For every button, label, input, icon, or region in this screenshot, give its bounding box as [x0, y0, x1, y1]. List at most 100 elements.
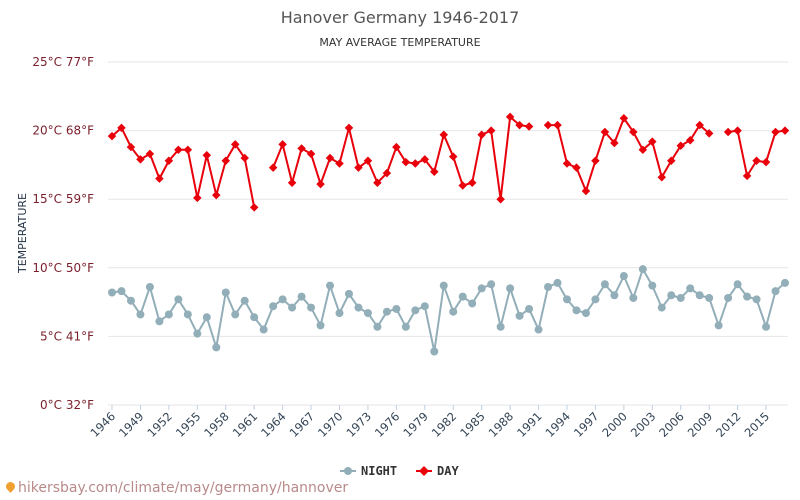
data-point-night[interactable]: [743, 292, 752, 301]
data-point-night[interactable]: [629, 293, 638, 302]
legend[interactable]: NIGHT DAY: [340, 464, 459, 478]
data-point-day[interactable]: [297, 144, 306, 153]
data-point-night[interactable]: [126, 296, 135, 305]
data-point-night[interactable]: [278, 295, 287, 304]
data-point-day[interactable]: [136, 155, 145, 164]
data-point-night[interactable]: [600, 280, 609, 289]
data-point-day[interactable]: [411, 159, 420, 168]
data-point-night[interactable]: [714, 321, 723, 330]
data-point-day[interactable]: [373, 178, 382, 187]
data-point-day[interactable]: [212, 190, 221, 200]
data-point-night[interactable]: [544, 283, 553, 292]
data-point-day[interactable]: [543, 120, 553, 130]
data-point-night[interactable]: [363, 309, 372, 318]
data-point-day[interactable]: [249, 203, 259, 212]
data-point-day[interactable]: [657, 173, 667, 182]
data-point-night[interactable]: [382, 307, 391, 316]
data-point-day[interactable]: [240, 153, 249, 163]
data-point-night[interactable]: [515, 311, 524, 320]
data-point-day[interactable]: [354, 163, 363, 172]
data-point-night[interactable]: [326, 281, 335, 290]
data-point-night[interactable]: [648, 281, 657, 290]
data-point-night[interactable]: [108, 288, 116, 297]
data-point-day[interactable]: [107, 131, 117, 141]
data-point-night[interactable]: [771, 287, 780, 296]
data-point-day[interactable]: [420, 155, 430, 164]
data-point-day[interactable]: [174, 145, 183, 155]
data-point-night[interactable]: [762, 322, 771, 331]
data-point-day[interactable]: [780, 126, 790, 135]
data-point-night[interactable]: [411, 306, 420, 315]
data-point-night[interactable]: [733, 280, 742, 289]
data-point-day[interactable]: [202, 151, 212, 160]
data-point-day[interactable]: [572, 163, 581, 172]
data-point-day[interactable]: [287, 178, 297, 187]
data-point-night[interactable]: [288, 303, 297, 312]
data-point-night[interactable]: [193, 329, 202, 338]
data-point-night[interactable]: [553, 278, 562, 287]
data-point-night[interactable]: [155, 317, 164, 326]
data-point-day[interactable]: [591, 156, 600, 166]
data-point-night[interactable]: [781, 278, 789, 287]
data-point-night[interactable]: [231, 310, 240, 319]
data-point-night[interactable]: [297, 292, 306, 301]
data-point-day[interactable]: [278, 140, 287, 149]
data-point-night[interactable]: [752, 295, 761, 304]
data-point-day[interactable]: [477, 130, 486, 139]
data-point-night[interactable]: [117, 287, 126, 296]
data-point-day[interactable]: [733, 126, 742, 135]
data-point-night[interactable]: [430, 347, 439, 356]
data-point-day[interactable]: [486, 126, 496, 135]
data-point-night[interactable]: [686, 284, 695, 293]
data-point-night[interactable]: [401, 322, 410, 331]
data-point-night[interactable]: [316, 321, 325, 330]
data-point-night[interactable]: [164, 310, 173, 319]
data-point-night[interactable]: [562, 295, 571, 304]
data-point-night[interactable]: [667, 291, 676, 300]
data-point-night[interactable]: [307, 303, 316, 312]
data-point-day[interactable]: [335, 159, 344, 168]
data-point-night[interactable]: [458, 292, 467, 301]
data-point-night[interactable]: [392, 304, 401, 313]
watermark[interactable]: hikersbay.com/climate/may/germany/hannov…: [4, 480, 348, 496]
data-point-night[interactable]: [657, 303, 666, 312]
data-point-night[interactable]: [420, 302, 429, 311]
data-point-night[interactable]: [449, 307, 458, 316]
data-point-night[interactable]: [496, 322, 505, 331]
data-point-day[interactable]: [439, 130, 449, 139]
data-point-day[interactable]: [155, 174, 164, 183]
data-point-day[interactable]: [401, 157, 411, 167]
legend-item-day[interactable]: DAY: [416, 464, 459, 478]
data-point-night[interactable]: [250, 313, 259, 322]
data-point-night[interactable]: [183, 310, 192, 319]
data-point-night[interactable]: [572, 306, 581, 315]
data-point-night[interactable]: [506, 284, 515, 293]
data-point-day[interactable]: [448, 152, 458, 161]
data-point-night[interactable]: [344, 289, 353, 298]
data-point-night[interactable]: [525, 304, 534, 313]
data-point-night[interactable]: [259, 325, 268, 334]
data-point-night[interactable]: [581, 309, 590, 318]
data-point-day[interactable]: [524, 122, 534, 131]
data-point-day[interactable]: [126, 142, 136, 152]
data-point-day[interactable]: [183, 145, 193, 155]
data-point-night[interactable]: [724, 293, 733, 302]
data-point-day[interactable]: [467, 178, 477, 187]
data-point-night[interactable]: [439, 281, 448, 290]
data-point-day[interactable]: [392, 142, 401, 152]
data-point-night[interactable]: [221, 288, 230, 297]
data-point-day[interactable]: [723, 127, 733, 137]
data-point-night[interactable]: [705, 293, 714, 302]
data-point-night[interactable]: [373, 322, 382, 331]
data-point-day[interactable]: [458, 181, 467, 190]
data-point-day[interactable]: [344, 123, 354, 133]
data-point-day[interactable]: [496, 194, 505, 204]
data-point-night[interactable]: [136, 310, 145, 319]
data-point-night[interactable]: [335, 309, 344, 318]
data-point-night[interactable]: [591, 295, 600, 304]
data-point-night[interactable]: [240, 296, 249, 305]
data-point-day[interactable]: [145, 149, 155, 159]
data-point-day[interactable]: [553, 120, 562, 130]
data-point-night[interactable]: [202, 313, 211, 322]
data-point-night[interactable]: [638, 265, 647, 274]
